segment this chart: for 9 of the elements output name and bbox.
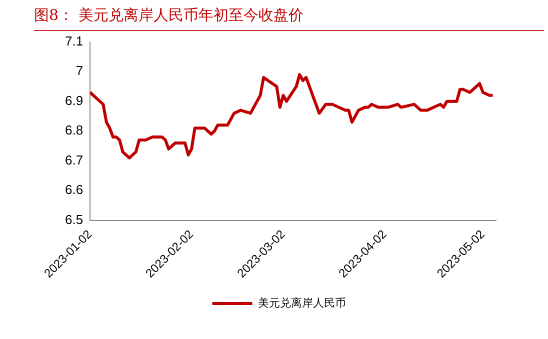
legend-label: 美元兑离岸人民币 xyxy=(258,296,346,310)
y-tick-label: 7 xyxy=(76,63,84,78)
y-tick-label: 6.8 xyxy=(64,122,84,138)
y-tick-label: 6.9 xyxy=(64,92,84,108)
y-tick-label: 6.5 xyxy=(64,212,84,227)
y-tick-label: 6.7 xyxy=(64,152,84,168)
chart-title: 图8： 美元兑离岸人民币年初至今收盘价 xyxy=(34,0,544,31)
y-tick-label: 7.1 xyxy=(64,33,84,48)
y-tick-label: 6.6 xyxy=(64,182,84,198)
